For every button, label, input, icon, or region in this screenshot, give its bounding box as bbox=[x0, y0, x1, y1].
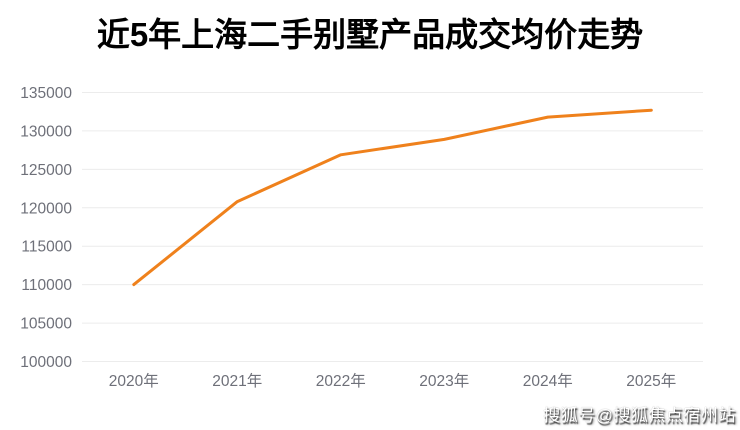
x-axis-label: 2020年 bbox=[109, 372, 159, 390]
y-axis-label: 120000 bbox=[20, 200, 72, 217]
watermark: 搜狐号@搜狐焦点宿州站 bbox=[543, 406, 736, 425]
x-axis-label: 2025年 bbox=[626, 372, 676, 390]
y-axis-label: 105000 bbox=[20, 316, 72, 333]
x-axis-label: 2022年 bbox=[316, 372, 366, 390]
y-axis-label: 115000 bbox=[21, 239, 72, 256]
x-axis-label: 2021年 bbox=[212, 372, 262, 390]
y-axis-label: 135000 bbox=[20, 85, 72, 102]
chart-title: 近5年上海二手别墅产品成交均价走势 bbox=[96, 16, 644, 53]
y-axis-label: 130000 bbox=[20, 123, 72, 140]
y-axis-label: 100000 bbox=[20, 354, 72, 371]
y-axis-label: 125000 bbox=[20, 162, 72, 179]
price-trend-line bbox=[132, 108, 653, 287]
y-axis-label: 110000 bbox=[21, 277, 72, 294]
x-axis-label: 2023年 bbox=[419, 372, 469, 390]
x-axis-label: 2024年 bbox=[523, 372, 573, 390]
